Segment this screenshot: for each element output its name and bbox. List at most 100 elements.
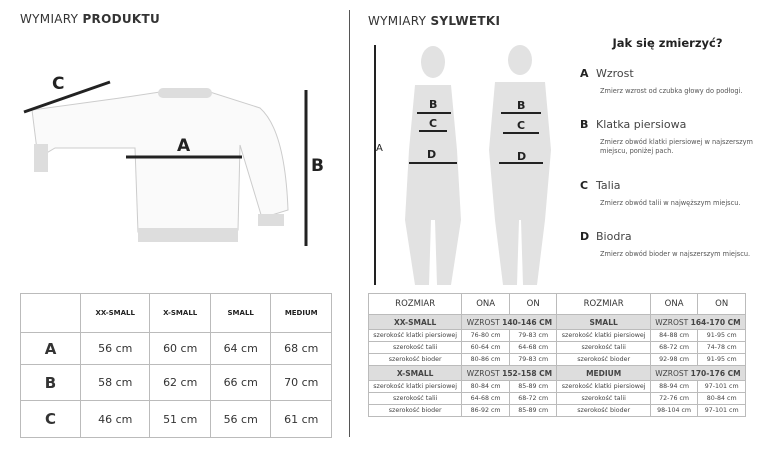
- sweater-collar: [158, 88, 212, 98]
- height-label: WZROST: [655, 317, 689, 327]
- howto-desc: Zmierz obwód klatki piersiowej w najszer…: [600, 138, 753, 156]
- product-size-table: XX-SMALL X-SMALL SMALL MEDIUM A 56 cm 60 c…: [20, 293, 332, 438]
- column-header: ROZMIAR: [367, 293, 463, 315]
- howto-desc: Zmierz obwód bioder w najszerszym miejsc…: [600, 249, 751, 258]
- cell: 80-84 cm: [461, 380, 510, 393]
- sweater-diagram: [23, 80, 308, 246]
- row-label: A: [20, 332, 81, 365]
- cell: szerokość klatki piersiowej: [556, 329, 651, 342]
- cell: 97-101 cm: [697, 404, 746, 417]
- table-header-row: XX-SMALL X-SMALL SMALL MEDIUM: [20, 293, 332, 333]
- how-to-title: Jak się zmierzyć?: [612, 36, 723, 50]
- cell: 97-101 cm: [697, 380, 746, 393]
- cell: 85-89 cm: [508, 380, 558, 393]
- label-female-c: C: [429, 117, 438, 130]
- cell: szerokość talii: [556, 392, 651, 405]
- label-b: B: [311, 156, 324, 176]
- female-silhouette: [405, 46, 461, 285]
- column-header: XX-SMALL: [79, 293, 151, 333]
- table-row: A 56 cm 60 cm 64 cm 68 cm: [20, 332, 332, 365]
- table-row: szerokość bioder 80-86 cm 79-83 cm szerokoś…: [367, 353, 746, 366]
- cell: 70 cm: [270, 364, 332, 401]
- label-male-c: C: [517, 119, 526, 132]
- height-range: WZROST 140-146 CM: [461, 314, 558, 330]
- table-row: szerokość bioder 86-92 cm 85-89 cm szerokoś…: [367, 404, 746, 417]
- size-name: MEDIUM: [556, 365, 651, 381]
- cell: 85-89 cm: [508, 404, 558, 417]
- howto-name: Biodra: [596, 229, 632, 243]
- cell: 60-64 cm: [461, 341, 510, 354]
- label-c: C: [52, 74, 65, 94]
- cell: szerokość bioder: [556, 404, 651, 417]
- sweater-cuff-left: [34, 144, 48, 172]
- cell: 68-72 cm: [649, 341, 699, 354]
- size-name: X-SMALL: [367, 365, 463, 381]
- cell: 84-88 cm: [649, 329, 699, 342]
- howto-letter: B: [580, 118, 589, 132]
- table-row: szerokość talii 64-68 cm 68-72 cm szerokość…: [367, 392, 746, 405]
- howto-item: C Talia Zmierz obwód talii w najwęższym mi…: [580, 174, 755, 208]
- cell: 74-78 cm: [697, 341, 746, 354]
- corner-cell: [20, 293, 81, 333]
- cell: 64-68 cm: [508, 341, 558, 354]
- cell: 86-92 cm: [461, 404, 510, 417]
- cell: 79-83 cm: [508, 353, 558, 366]
- how-to-measure: Jak się zmierzyć? A Wzrost Zmierz wzrost o…: [580, 36, 755, 276]
- column-header: ONA: [461, 293, 510, 315]
- cell: 64 cm: [209, 332, 272, 365]
- product-section-title: WYMIARY PRODUKTU: [20, 12, 161, 26]
- label-a: A: [177, 136, 191, 156]
- cell: 79-83 cm: [508, 329, 558, 342]
- howto-letter: A: [580, 67, 589, 80]
- cell: 56 cm: [209, 400, 272, 438]
- label-female-b: B: [429, 98, 438, 111]
- cell: 56 cm: [79, 332, 151, 365]
- silhouette-diagram: [374, 45, 551, 285]
- cell: szerokość klatki piersiowej: [367, 380, 463, 393]
- height-label: WZROST: [655, 368, 689, 378]
- howto-desc: Zmierz obwód talii w najwęższym miejscu.: [600, 198, 741, 207]
- cell: 92-98 cm: [649, 353, 699, 366]
- column-header: ROZMIAR: [556, 293, 651, 315]
- howto-desc: Zmierz wzrost od czubka głowy do podłogi…: [600, 87, 743, 95]
- label-male-d: D: [517, 150, 527, 163]
- cell: 61 cm: [270, 400, 332, 438]
- howto-name: Klatka piersiowa: [596, 118, 687, 132]
- cell: 66 cm: [209, 364, 272, 401]
- table-row: B 58 cm 62 cm 66 cm 70 cm: [20, 364, 332, 401]
- cell: szerokość talii: [367, 341, 463, 354]
- label-male-b: B: [517, 99, 526, 112]
- height-value: 164-170 CM: [690, 317, 741, 327]
- sweater-hem: [138, 228, 238, 242]
- measure-c-line: [23, 80, 111, 114]
- body-size-table: ROZMIAR ONA ON ROZMIAR ONA ON XX-SMALL WZROST …: [367, 293, 747, 417]
- cell: 62 cm: [149, 364, 211, 401]
- cell: 72-76 cm: [649, 392, 699, 405]
- column-header: ONA: [649, 293, 699, 315]
- table-row: szerokość talii 60-64 cm 64-68 cm szerokość…: [367, 341, 746, 354]
- cell: 60 cm: [149, 332, 211, 365]
- size-name: SMALL: [556, 314, 651, 330]
- cell: szerokość bioder: [367, 353, 463, 366]
- cell: 68 cm: [270, 332, 332, 365]
- sweater-cuff-right: [258, 214, 284, 226]
- table-header-row: ROZMIAR ONA ON ROZMIAR ONA ON: [367, 293, 746, 315]
- label-height-a: A: [376, 143, 383, 154]
- table-row: szerokość klatki piersiowej 76-80 cm 79-83…: [367, 329, 746, 342]
- cell: 88-94 cm: [649, 380, 699, 393]
- height-label: WZROST: [466, 317, 500, 327]
- height-value: 152-158 CM: [502, 368, 553, 378]
- howto-item: A Wzrost Zmierz wzrost od czubka głowy do …: [580, 62, 755, 96]
- cell: szerokość klatki piersiowej: [556, 380, 651, 393]
- sweater-outline: [31, 91, 289, 233]
- height-range: WZROST 170-176 CM: [649, 365, 747, 381]
- cell: 98-104 cm: [649, 404, 699, 417]
- cell: 76-80 cm: [461, 329, 510, 342]
- label-female-d: D: [427, 148, 437, 161]
- size-group-row: XX-SMALL WZROST 140-146 CM SMALL WZROST 164…: [367, 314, 747, 330]
- table-row: szerokość klatki piersiowej 80-84 cm 85-89…: [367, 380, 746, 393]
- row-label: B: [20, 364, 81, 401]
- howto-letter: C: [580, 178, 589, 192]
- column-header: ON: [697, 293, 746, 315]
- cell: szerokość bioder: [367, 404, 463, 417]
